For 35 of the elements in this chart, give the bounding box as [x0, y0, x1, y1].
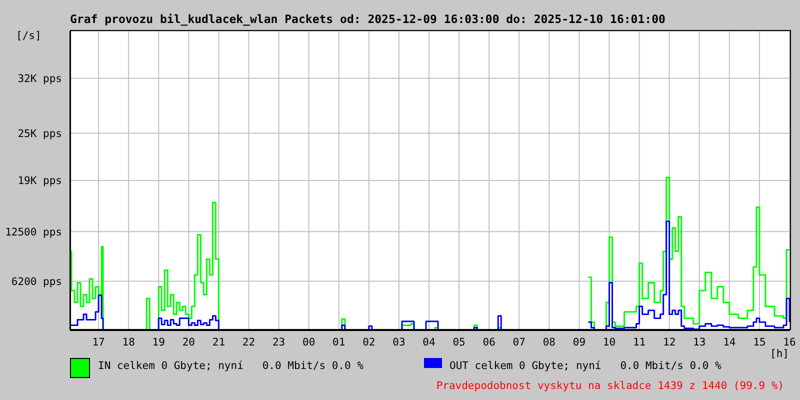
x-tick-label: 02 [362, 336, 376, 348]
x-tick-label: 08 [542, 336, 556, 348]
y-tick-label: 19K pps [18, 175, 62, 188]
x-tick-label: 00 [302, 336, 316, 348]
x-tick-label: 20 [182, 336, 195, 348]
legend-label: OUT celkem 0 Gbyte; nyní 0.0 Mbit/s 0.0 % [450, 360, 722, 372]
y-axis-title: [/s] [16, 30, 42, 42]
x-tick-label: 04 [422, 336, 436, 348]
legend-label: IN celkem 0 Gbyte; nyní 0.0 Mbit/s 0.0 % [98, 360, 364, 372]
y-tick-label: 6200 pps [11, 276, 62, 288]
x-tick-label: 17 [92, 336, 105, 348]
x-tick-label: 01 [332, 336, 346, 348]
x-tick-label: 05 [452, 336, 466, 348]
x-tick-label: 09 [572, 336, 586, 348]
x-tick-label: 03 [392, 336, 406, 348]
chart-title: Graf provozu bil_kudlacek_wlan Packets od: 2025-12-09 16:03:00 do: 2025-12-10 16:01:00 [70, 12, 666, 26]
x-tick-label: 13 [693, 336, 706, 348]
x-tick-label: 06 [482, 336, 496, 348]
x-tick-label: 23 [272, 336, 286, 348]
x-tick-label: 15 [753, 336, 766, 348]
x-tick-label: 14 [723, 336, 736, 348]
x-tick-label: 07 [512, 336, 526, 348]
x-tick-label: 10 [602, 336, 616, 348]
x-axis-title: [h] [770, 348, 789, 360]
x-tick-label: 18 [122, 336, 135, 348]
x-tick-label: 12 [663, 336, 676, 348]
x-tick-label: 11 [632, 336, 646, 348]
y-tick-label: 25K pps [18, 128, 62, 140]
y-tick-label: 32K pps [18, 72, 62, 85]
text: Pravdepodobnost vyskytu na skladce 1439 z 1440 (99.9 %) [436, 380, 784, 392]
x-tick-label: 21 [212, 336, 226, 348]
x-tick-label: 16 [783, 336, 796, 348]
x-tick-label: 19 [152, 336, 165, 348]
y-tick-label: 12500 pps [5, 226, 62, 238]
x-tick-label: 22 [242, 336, 256, 348]
